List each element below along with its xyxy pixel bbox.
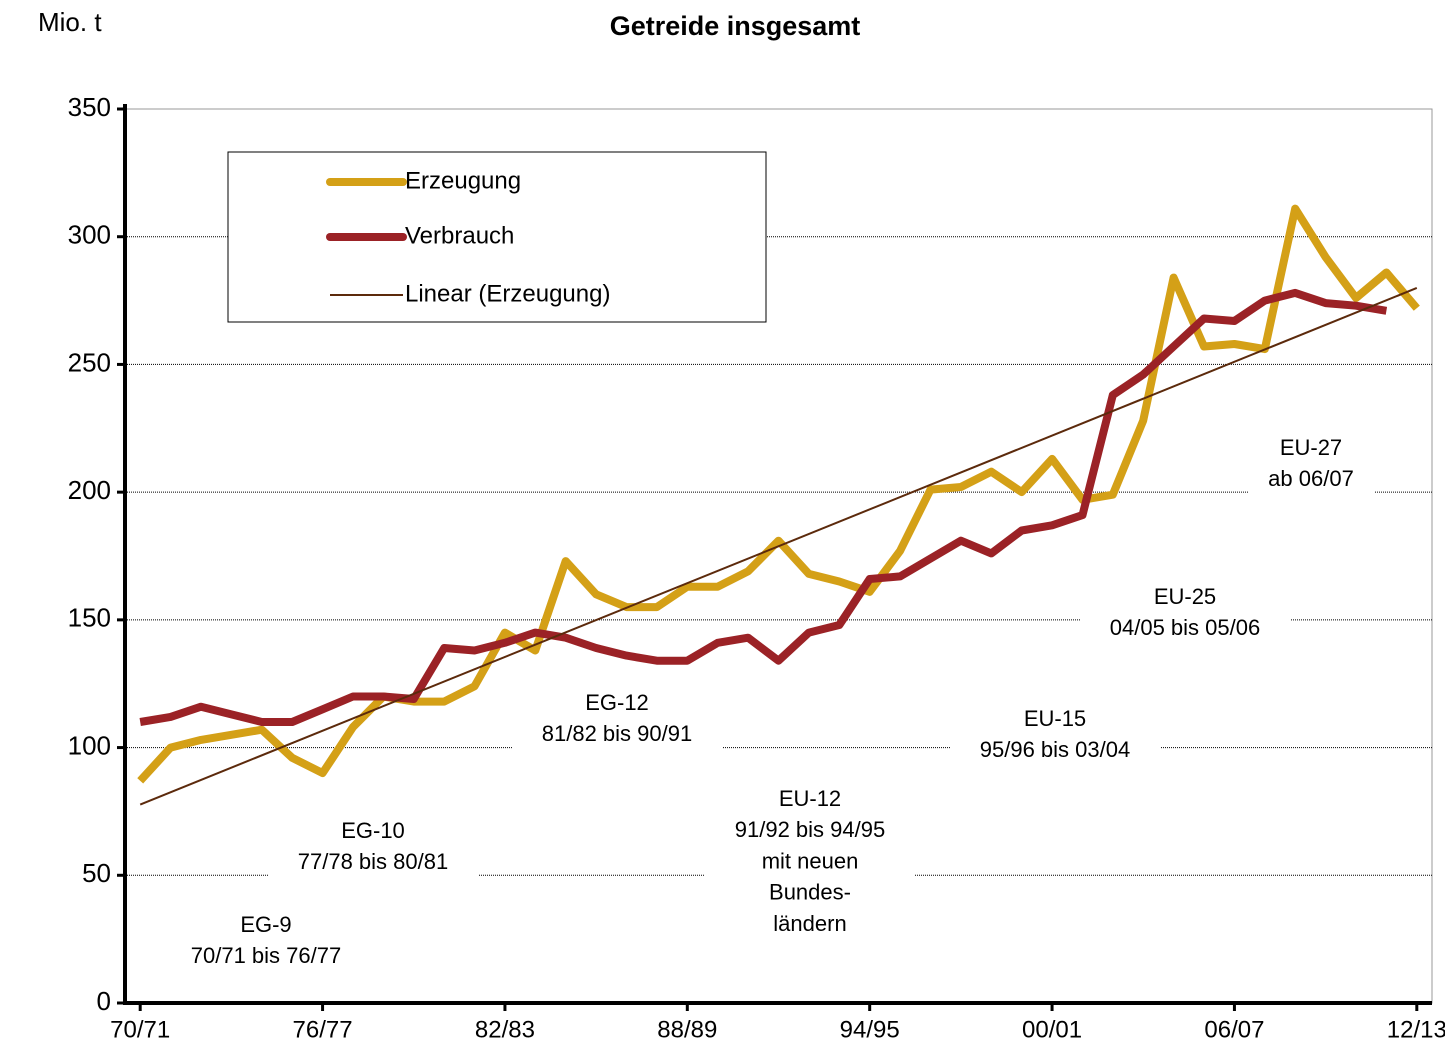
legend <box>227 151 767 323</box>
annotation: EU-27 <box>1280 435 1342 460</box>
y-tick-label: 150 <box>68 603 111 633</box>
x-tick-label: 94/95 <box>840 1016 900 1043</box>
annotation: EG-12 <box>585 690 649 715</box>
annotation: 70/71 bis 76/77 <box>191 943 341 968</box>
annotation: EU-12 <box>779 786 841 811</box>
annotation-bg <box>705 782 915 945</box>
y-tick-label: 300 <box>68 220 111 250</box>
annotation: 77/78 bis 80/81 <box>298 849 448 874</box>
x-tick-label: 06/07 <box>1204 1016 1264 1043</box>
series-line <box>137 204 1420 784</box>
trend-line <box>139 287 1418 806</box>
x-tick-label: 88/89 <box>657 1016 717 1043</box>
chart-title: Getreide insgesamt <box>610 11 861 41</box>
series-line <box>139 288 1388 726</box>
annotation: 81/82 bis 90/91 <box>542 721 692 746</box>
annotation: EU-15 <box>1024 706 1086 731</box>
annotation-bg <box>1080 580 1290 649</box>
x-tick-label: 12/13 <box>1387 1016 1445 1043</box>
annotation: EU-25 <box>1154 584 1216 609</box>
y-tick-label: 350 <box>68 92 111 122</box>
annotation: EG-9 <box>240 912 291 937</box>
y-tick-label: 100 <box>68 730 111 760</box>
legend-label: Verbrauch <box>405 222 514 249</box>
y-tick-label: 0 <box>97 986 111 1016</box>
annotation-bg <box>512 686 722 755</box>
y-tick-label: 250 <box>68 347 111 377</box>
annotation: 95/96 bis 03/04 <box>980 737 1130 762</box>
y-axis-label: Mio. t <box>38 7 102 37</box>
annotation-bg <box>950 702 1160 771</box>
y-tick-label: 50 <box>82 858 111 888</box>
annotation: 91/92 bis 94/95 <box>735 817 885 842</box>
annotation: ländern <box>773 911 846 936</box>
annotation: 04/05 bis 05/06 <box>1110 615 1260 640</box>
annotation: EG-10 <box>341 818 405 843</box>
y-tick-label: 200 <box>68 475 111 505</box>
legend-label: Linear (Erzeugung) <box>405 280 610 307</box>
legend-label: Erzeugung <box>405 167 521 194</box>
annotation: Bundes- <box>769 880 851 905</box>
annotation-bg <box>1248 431 1374 500</box>
x-tick-label: 82/83 <box>475 1016 535 1043</box>
x-tick-label: 76/77 <box>293 1016 353 1043</box>
annotation: ab 06/07 <box>1268 466 1354 491</box>
x-tick-label: 70/71 <box>110 1016 170 1043</box>
x-tick-label: 00/01 <box>1022 1016 1082 1043</box>
annotation: mit neuen <box>762 848 859 873</box>
annotation-bg <box>268 814 478 883</box>
annotation-bg <box>161 908 371 977</box>
